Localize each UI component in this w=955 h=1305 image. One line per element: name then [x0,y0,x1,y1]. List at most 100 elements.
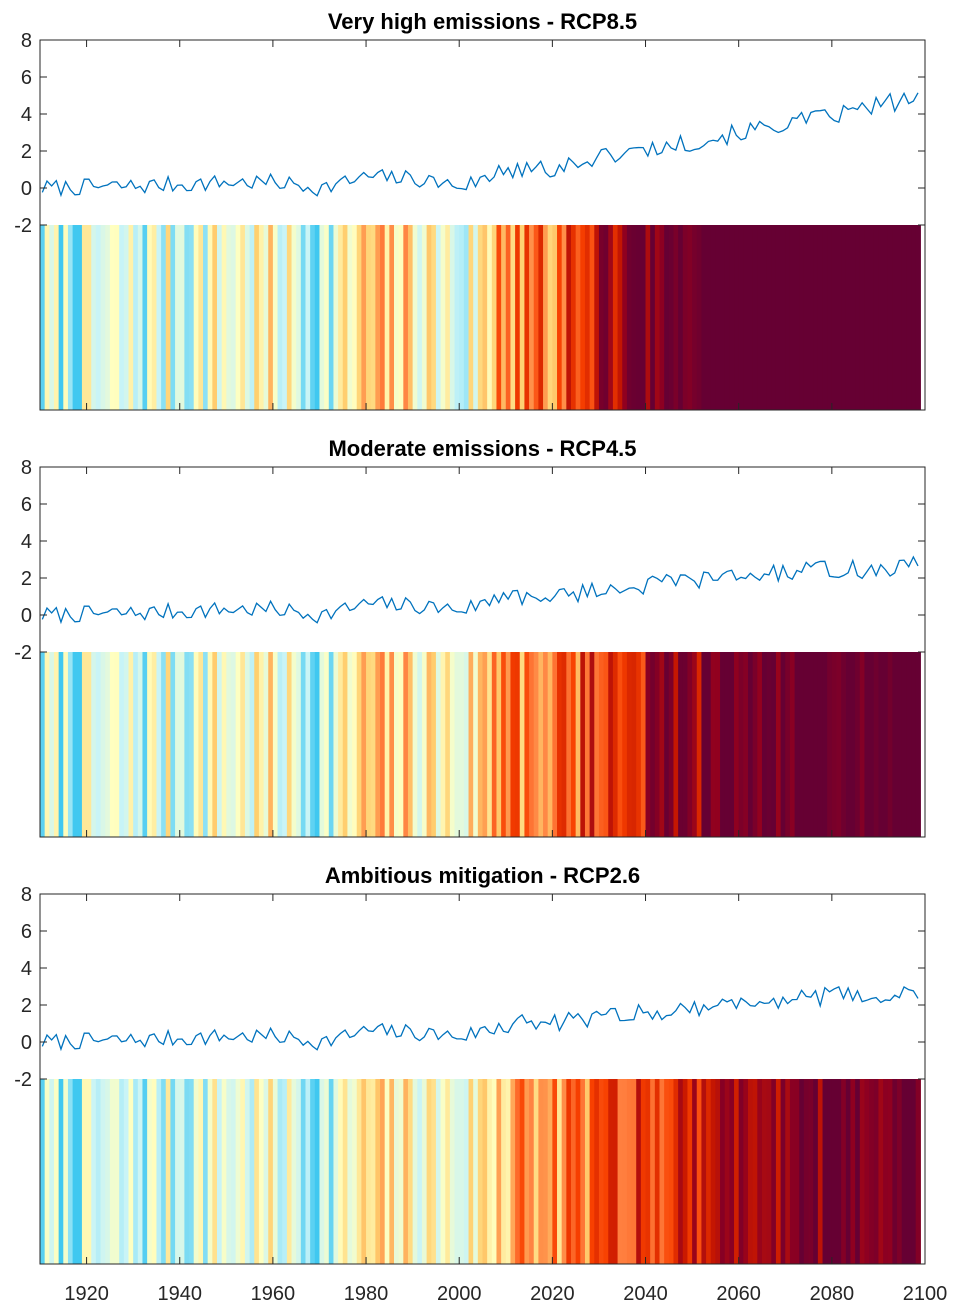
stripe [724,225,730,410]
stripe [836,652,842,837]
stripe [631,225,637,410]
stripe [584,652,591,837]
stripe [557,652,563,837]
stripe [794,1079,800,1264]
stripe [668,225,675,410]
stripe [268,652,274,837]
stripe [86,225,92,410]
stripe [841,1079,847,1264]
stripe [342,1079,349,1264]
stripe [724,1079,730,1264]
panel-title: Moderate emissions - RCP4.5 [328,436,636,461]
stripe [491,1079,498,1264]
stripe [706,652,712,837]
stripe [682,225,689,410]
stripe [198,652,204,837]
stripe [44,652,50,837]
stripe [212,1079,218,1264]
stripe [338,225,344,410]
stripe [217,1079,223,1264]
stripe [901,225,907,410]
stripe [729,652,735,837]
stripe [403,1079,409,1264]
stripe [608,652,614,837]
stripe [529,225,535,410]
stripe [533,1079,539,1264]
stripe [836,225,842,410]
stripe [543,225,549,410]
stripe [710,225,716,410]
stripe [319,652,325,837]
stripe [147,1079,153,1264]
stripe [761,225,768,410]
stripe [831,652,838,837]
stripe [454,652,460,837]
stripe [282,1079,288,1264]
stripe [333,225,339,410]
stripe [137,225,144,410]
stripe [897,225,903,410]
x-tick-label: 1940 [157,1283,202,1305]
stripe [417,225,423,410]
stripe [771,652,777,837]
stripe [533,652,539,837]
stripe [91,1079,97,1264]
stripe [906,652,912,837]
stripe [226,225,232,410]
stripe [687,225,693,410]
stripe [855,1079,861,1264]
stripe [743,225,749,410]
stripe [692,1079,698,1264]
stripe [612,652,619,837]
stripe [575,225,581,410]
stripe [603,225,609,410]
stripe [86,1079,92,1264]
stripe [841,225,847,410]
stripe [254,225,260,410]
y-tick-label: 4 [21,958,32,980]
stripe [906,1079,912,1264]
stripe [757,1079,763,1264]
stripe [552,1079,558,1264]
stripe [189,225,195,410]
x-tick-label: 1980 [344,1283,389,1305]
stripe [803,1079,810,1264]
stripe [114,652,120,837]
stripe [519,225,526,410]
stripe [58,225,64,410]
stripe [459,225,465,410]
stripe [235,225,241,410]
stripe [883,1079,889,1264]
stripe [566,1079,572,1264]
stripe [771,225,777,410]
stripe [77,225,83,410]
stripe [864,225,870,410]
stripe [67,1079,74,1264]
stripe [757,652,763,837]
stripe [892,652,898,837]
stripe [794,225,800,410]
stripe [636,1079,642,1264]
stripe [342,652,349,837]
stripe [533,225,539,410]
stripe [151,1079,158,1264]
stripe [701,652,707,837]
stripe [761,652,768,837]
stripe [538,225,544,410]
stripe [40,225,46,410]
stripe [468,225,474,410]
stripe [883,652,889,837]
stripe [515,225,521,410]
stripe [398,1079,404,1264]
stripe [892,225,898,410]
stripe [827,652,833,837]
stripe [426,1079,432,1264]
stripe [272,1079,279,1264]
stripe [240,225,246,410]
stripe [156,652,162,837]
stripe [813,1079,819,1264]
stripe [277,225,283,410]
stripe [119,225,125,410]
stripe [757,225,763,410]
stripe [831,225,838,410]
